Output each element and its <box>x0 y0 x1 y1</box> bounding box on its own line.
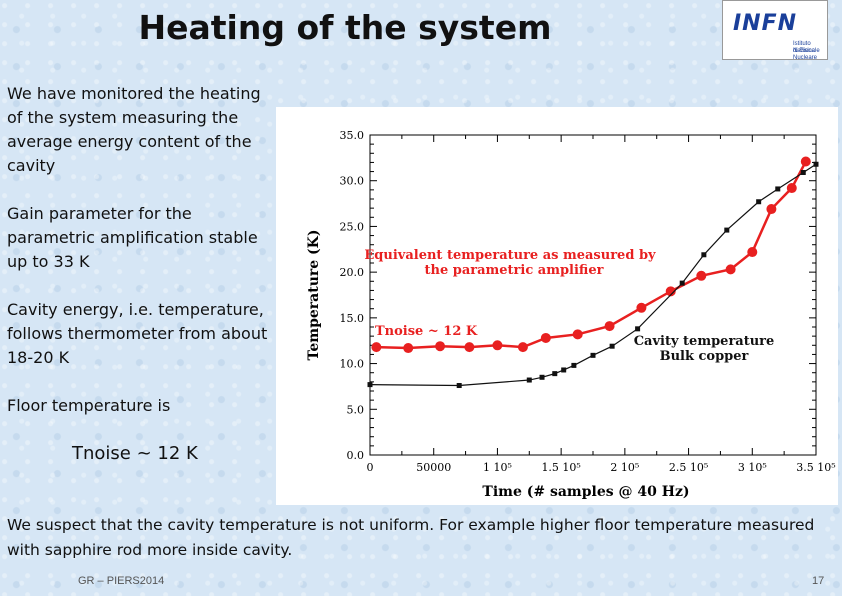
data-point-equivalent-temperature <box>800 156 811 167</box>
data-point-cavity-temperature <box>813 161 819 167</box>
data-point-cavity-temperature <box>609 343 615 349</box>
data-point-cavity-temperature <box>679 280 685 286</box>
x-tick-label: 3.5 10⁵ <box>796 461 835 474</box>
paragraph-gain: Gain parameter for the parametric amplif… <box>7 204 258 271</box>
annotation-tnoise: Tnoise ~ 12 K <box>375 324 478 339</box>
data-point-cavity-temperature <box>456 383 462 389</box>
chart-svg: 0 50000 1 10⁵ 1.5 10⁵ 2 10⁵ 2.5 10⁵ 3 10⁵ 3.5 1… <box>306 129 836 500</box>
data-point-cavity-temperature <box>526 377 532 383</box>
annotation-cavity-line-2: Bulk copper <box>660 349 749 364</box>
data-point-equivalent-temperature <box>636 302 647 313</box>
y-axis-label: Temperature (K) <box>306 230 322 361</box>
y-tick-label: 35.0 <box>340 129 365 142</box>
paragraph-monitoring: We have monitored the heating of the sys… <box>7 84 261 175</box>
data-point-cavity-temperature <box>561 367 567 373</box>
data-point-cavity-temperature <box>635 326 641 332</box>
data-point-equivalent-temperature <box>435 341 446 352</box>
y-tick-label: 30.0 <box>340 175 365 188</box>
data-point-equivalent-temperature <box>540 332 551 343</box>
paragraph-floor: Floor temperature is <box>7 396 171 415</box>
data-point-equivalent-temperature <box>696 270 707 281</box>
logo-word: INFN <box>733 11 798 36</box>
data-point-equivalent-temperature <box>517 342 528 353</box>
x-axis-label: Time (# samples @ 40 Hz) <box>482 484 689 500</box>
data-point-equivalent-temperature <box>371 342 382 353</box>
infn-logo: INFN Istituto Nazionale di Fisica Nuclea… <box>722 0 828 61</box>
data-point-cavity-temperature <box>539 374 545 380</box>
data-point-equivalent-temperature <box>572 329 583 340</box>
footer-conference: GR – PIERS2014 <box>78 575 165 587</box>
data-point-equivalent-temperature <box>604 321 615 332</box>
conclusion-text: We suspect that the cavity temperature i… <box>7 516 815 559</box>
temperature-chart: 0 50000 1 10⁵ 1.5 10⁵ 2 10⁵ 2.5 10⁵ 3 10⁵ 3.5 1… <box>276 107 838 505</box>
y-tick-label: 15.0 <box>340 312 365 325</box>
logo-subtitle-line-1: Istituto Nazionale <box>793 41 820 54</box>
x-tick-label: 3 10⁵ <box>738 461 767 474</box>
data-point-cavity-temperature <box>701 252 707 258</box>
data-point-cavity-temperature <box>800 169 806 175</box>
annotation-equivalent-line-1: Equivalent temperature as measured by <box>364 248 656 263</box>
data-point-cavity-temperature <box>756 199 762 205</box>
x-tick-label: 50000 <box>416 461 451 474</box>
page-number: 17 <box>812 575 825 587</box>
annotation-equivalent-line-2: the parametric amplifier <box>424 263 603 278</box>
data-point-equivalent-temperature <box>492 340 503 351</box>
data-point-equivalent-temperature <box>403 343 414 354</box>
data-point-cavity-temperature <box>775 186 781 192</box>
y-tick-label: 25.0 <box>340 220 365 233</box>
y-tick-label: 0.0 <box>347 449 365 462</box>
slide-title: Heating of the system <box>138 8 552 47</box>
x-tick-label: 1.5 10⁵ <box>541 461 580 474</box>
paragraph-cavity-energy: Cavity energy, i.e. temperature, follows… <box>7 300 268 367</box>
x-tick-label: 0 <box>367 461 374 474</box>
data-point-cavity-temperature <box>724 227 730 233</box>
data-point-equivalent-temperature <box>786 183 797 194</box>
data-point-equivalent-temperature <box>464 342 475 353</box>
data-point-equivalent-temperature <box>766 204 777 215</box>
data-point-equivalent-temperature <box>747 247 758 258</box>
x-tick-label: 2 10⁵ <box>610 461 639 474</box>
data-point-equivalent-temperature <box>665 286 676 297</box>
y-tick-label: 20.0 <box>340 266 365 279</box>
logo-subtitle-line-2: di Fisica Nucleare <box>793 48 818 61</box>
plot-frame <box>369 134 817 456</box>
y-tick-label: 5.0 <box>347 403 365 416</box>
y-tick-label: 10.0 <box>340 358 365 371</box>
data-point-equivalent-temperature <box>725 264 736 275</box>
x-tick-label: 1 10⁵ <box>483 461 512 474</box>
data-point-cavity-temperature <box>571 362 577 368</box>
tnoise-statement: Tnoise ~ 12 K <box>72 443 198 464</box>
x-tick-label: 2.5 10⁵ <box>669 461 708 474</box>
data-point-cavity-temperature <box>590 352 596 358</box>
data-point-cavity-temperature <box>367 382 373 388</box>
data-point-cavity-temperature <box>552 371 558 377</box>
annotation-cavity-line-1: Cavity temperature <box>634 334 775 349</box>
